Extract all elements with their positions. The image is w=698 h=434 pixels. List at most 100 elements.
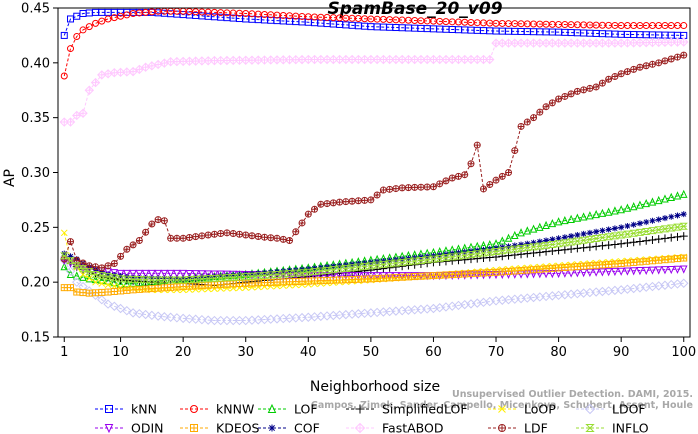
- data-point-lof: [661, 194, 669, 203]
- data-point-odin: [348, 272, 356, 281]
- data-point-loop: [92, 278, 99, 286]
- data-point-ldf: [542, 103, 550, 111]
- data-point-inflo: [178, 276, 188, 284]
- data-point-inflo: [185, 276, 194, 284]
- data-point-simplifiedlof: [617, 239, 626, 248]
- data-point-lof: [60, 262, 69, 271]
- legend-item-cof: COF: [258, 421, 320, 434]
- data-point-ldf: [361, 196, 369, 204]
- data-point-ldf: [517, 122, 525, 130]
- data-point-lof: [629, 202, 638, 211]
- data-point-lof: [623, 203, 632, 212]
- legend-item-ldof: LDOF: [576, 402, 646, 417]
- data-point-lof: [542, 220, 550, 230]
- data-point-ldof: [178, 313, 188, 324]
- data-point-inflo: [229, 273, 238, 281]
- data-point-ldof: [215, 315, 226, 326]
- data-point-simplifiedlof: [554, 246, 563, 255]
- data-point-odin: [342, 272, 350, 281]
- data-point-inflo: [598, 234, 607, 242]
- data-point-fastabod: [90, 77, 101, 88]
- data-point-inflo: [623, 230, 632, 238]
- data-point-ldf: [448, 174, 456, 182]
- data-point-loop: [254, 283, 262, 291]
- data-point-cof: [148, 275, 155, 282]
- legend-item-kdeos: KDEOS: [180, 421, 260, 434]
- data-point-odin: [310, 272, 319, 281]
- data-point-cof: [561, 234, 568, 241]
- data-point-cof: [105, 271, 112, 278]
- data-point-odin: [335, 272, 344, 281]
- data-point-simplifiedlof: [466, 255, 475, 264]
- data-point-inflo: [72, 262, 81, 270]
- data-point-ldf: [104, 262, 112, 270]
- data-point-inflo: [566, 238, 576, 246]
- data-point-ldf: [135, 236, 143, 244]
- data-point-cof: [186, 275, 193, 282]
- data-point-simplifiedlof: [573, 244, 582, 253]
- data-point-ldf: [523, 118, 531, 126]
- data-point-kdeos: [148, 285, 156, 293]
- data-point-loop: [104, 281, 112, 289]
- data-point-simplifiedlof: [548, 247, 557, 256]
- data-point-ldf: [436, 180, 444, 188]
- data-point-ldf: [561, 92, 569, 100]
- data-point-odin: [123, 269, 131, 279]
- x-tick-label: 1: [60, 345, 68, 360]
- data-point-cof: [248, 270, 255, 277]
- data-point-ldf: [210, 230, 218, 238]
- data-point-odin: [667, 265, 676, 275]
- data-point-simplifiedlof: [642, 236, 651, 245]
- data-point-ldf: [204, 231, 212, 239]
- series-fastabod: [59, 37, 689, 127]
- data-point-loop: [204, 285, 212, 293]
- y-tick-label: 0.20: [21, 276, 50, 291]
- data-point-lof: [504, 233, 513, 242]
- data-point-inflo: [122, 275, 132, 283]
- legend-marker-knnw: [190, 405, 198, 413]
- data-point-lof: [536, 222, 544, 231]
- data-point-kdeos: [110, 287, 118, 295]
- data-point-inflo: [429, 255, 438, 263]
- data-point-simplifiedlof: [373, 265, 382, 274]
- data-point-inflo: [216, 274, 225, 282]
- data-point-cof: [580, 230, 587, 237]
- data-point-inflo: [135, 276, 144, 284]
- data-point-cof: [643, 219, 650, 226]
- data-point-lof: [586, 211, 594, 220]
- data-point-odin: [129, 269, 137, 279]
- data-point-ldf: [511, 147, 519, 155]
- data-point-odin: [198, 270, 206, 279]
- data-point-ldof: [234, 315, 245, 326]
- x-tick-label: 100: [671, 345, 696, 360]
- legend-item-lof: LOF: [258, 402, 318, 417]
- data-point-loop: [242, 284, 250, 292]
- data-point-lof: [517, 228, 525, 237]
- y-tick-label: 0.25: [21, 221, 50, 236]
- data-point-fastabod: [84, 85, 94, 95]
- data-point-cof: [611, 225, 618, 232]
- data-point-ldf: [611, 73, 619, 81]
- data-point-inflo: [247, 272, 257, 280]
- data-point-odin: [604, 268, 613, 277]
- data-point-ldf: [279, 235, 287, 243]
- data-point-odin: [185, 270, 194, 279]
- data-point-lof: [642, 198, 650, 208]
- legend-label-cof: COF: [294, 421, 320, 434]
- data-point-ldf: [160, 217, 168, 225]
- data-point-simplifiedlof: [473, 254, 482, 263]
- data-point-ldf: [680, 51, 688, 59]
- data-point-ldf: [67, 238, 75, 246]
- data-point-odin: [392, 272, 400, 281]
- data-point-inflo: [529, 243, 538, 251]
- data-point-inflo: [222, 274, 232, 282]
- data-point-inflo: [641, 228, 651, 235]
- legend-marker-ldf: [498, 424, 506, 432]
- data-point-kdeos: [480, 269, 487, 277]
- data-point-lof: [567, 214, 575, 223]
- data-point-ldof: [72, 277, 82, 287]
- data-point-lof: [611, 206, 619, 215]
- data-point-loop: [79, 271, 87, 278]
- data-point-inflo: [422, 256, 432, 264]
